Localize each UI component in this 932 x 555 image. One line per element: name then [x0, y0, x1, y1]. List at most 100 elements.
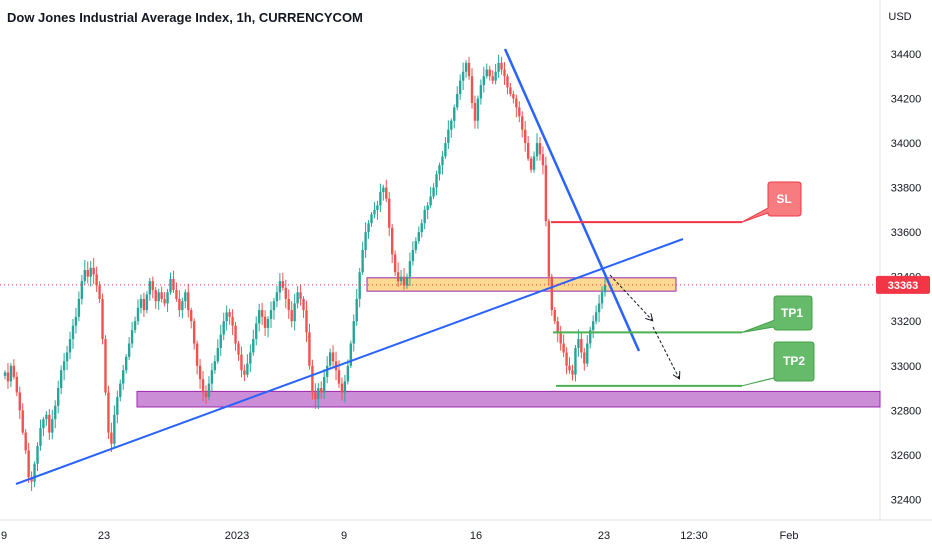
candle-body [166, 292, 169, 304]
candle-body [275, 292, 279, 302]
candle-body [544, 165, 548, 221]
x-tick-label: 12:30 [680, 530, 708, 542]
candle-body [201, 379, 205, 393]
candle-body [119, 383, 122, 397]
candle-body [240, 354, 243, 371]
candle-body [89, 267, 92, 277]
candle-body [317, 388, 320, 400]
candle-body [48, 414, 51, 433]
candle-body [219, 334, 222, 348]
candle-body [470, 76, 474, 103]
candle-body [222, 321, 225, 335]
candle-body [284, 287, 287, 299]
candle-body [541, 154, 545, 166]
candle-body [210, 370, 214, 384]
candle-body [80, 281, 84, 299]
candle-body [195, 343, 199, 366]
candle-body [458, 80, 462, 95]
candle-body [396, 272, 400, 282]
candle-body [526, 143, 530, 159]
candle-body [154, 290, 157, 302]
sl-label: SL [776, 192, 791, 206]
candle-body [136, 307, 140, 322]
candle-body [491, 76, 494, 81]
candle-body [116, 396, 119, 415]
candle-body [435, 174, 438, 188]
candle-body [95, 274, 98, 286]
candle-body [204, 392, 208, 397]
candle-body [521, 116, 524, 130]
candle-body [145, 294, 149, 311]
candle-body [393, 254, 397, 273]
candle-body [382, 187, 385, 193]
candle-body [364, 232, 367, 250]
candle-body [213, 361, 217, 371]
candle-body [464, 62, 468, 72]
candle-body [249, 352, 252, 364]
candle-body [500, 62, 503, 70]
candle-body [426, 205, 429, 210]
candle-body [175, 290, 178, 299]
y-tick-label: 33800 [891, 183, 922, 195]
candle-body [65, 352, 69, 362]
candle-body [532, 156, 536, 170]
candle-body [142, 298, 146, 311]
candle-body [417, 232, 420, 242]
candle-body [198, 365, 202, 380]
sl-label-bubble [741, 181, 802, 223]
candle-body [550, 276, 553, 311]
candle-body [9, 365, 13, 382]
candle-body [603, 284, 607, 293]
candle-body [591, 321, 595, 331]
candle-body [509, 87, 512, 95]
candle-body [565, 352, 568, 366]
candle-body [589, 330, 592, 344]
candle-body [402, 276, 406, 286]
candle-body [556, 321, 559, 333]
candle-body [597, 303, 601, 313]
candle-body [124, 356, 128, 371]
candle-body [308, 332, 311, 366]
candle-body [352, 321, 355, 344]
candle-body [62, 361, 66, 371]
candle-body [523, 129, 527, 144]
candle-body [127, 343, 131, 357]
candle-body [553, 310, 556, 322]
candle-body [423, 209, 426, 224]
candle-body [390, 227, 394, 255]
candle-body [456, 94, 459, 108]
chart-title: Dow Jones Industrial Average Index, 1h, … [7, 10, 363, 25]
y-tick-label: 33600 [891, 227, 922, 239]
candle-body [187, 292, 190, 311]
candle-body [92, 267, 95, 275]
candle-body [296, 292, 299, 304]
support-zone [136, 390, 881, 408]
candle-body [568, 365, 571, 371]
projection-arrow-1 [609, 274, 652, 320]
candle-body [255, 323, 258, 340]
candle-body [497, 62, 500, 72]
candle-body [340, 383, 344, 393]
tp2-label: TP2 [783, 354, 805, 368]
candle-body [594, 312, 598, 322]
x-tick-label: 23 [98, 530, 110, 542]
currency-label: USD [888, 11, 911, 23]
candle-body [367, 223, 370, 233]
candle-body [181, 301, 184, 311]
candle-body [15, 376, 19, 393]
candle-body [33, 463, 36, 482]
candle-body [133, 321, 137, 331]
candle-body [252, 339, 255, 353]
candle-body [408, 261, 412, 277]
y-tick-label: 34400 [891, 49, 922, 61]
candle-body [547, 221, 551, 277]
candle-body [494, 71, 497, 81]
candle-body [467, 62, 471, 77]
candle-body [441, 156, 444, 166]
candle-body [130, 330, 134, 344]
projection-arrow-2 [652, 326, 679, 378]
candle-body [18, 392, 21, 411]
candle-body [302, 298, 305, 311]
